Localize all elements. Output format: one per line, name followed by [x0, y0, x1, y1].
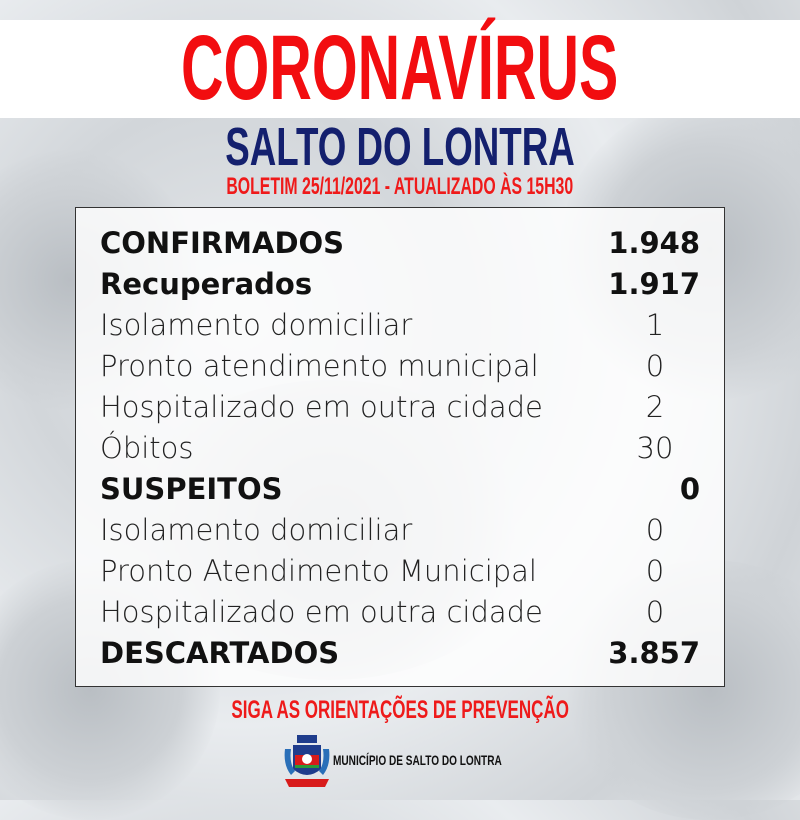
stats-table: CONFIRMADOS 1.948 Recuperados 1.917 Isolamen…: [75, 207, 725, 687]
municipal-coat-of-arms-icon: [284, 735, 330, 787]
stat-row: CONFIRMADOS 1.948: [100, 223, 700, 263]
stat-value: 1.917: [608, 267, 700, 301]
stat-value: 3.857: [608, 636, 700, 670]
stat-label: CONFIRMADOS: [100, 226, 345, 260]
stat-value: 1: [645, 308, 665, 342]
stat-row: Pronto atendimento municipal 0: [100, 346, 700, 386]
stat-row: Isolamento domiciliar 0: [100, 510, 700, 550]
stat-label: Pronto atendimento municipal: [100, 349, 539, 383]
stat-value: 0: [679, 472, 700, 506]
stat-value: 2: [645, 390, 665, 424]
stat-value: 0: [645, 513, 665, 547]
stat-label: Hospitalizado em outra cidade: [100, 595, 543, 629]
title-band: [0, 20, 800, 118]
stat-row: Óbitos 30: [100, 428, 700, 468]
stat-label: Isolamento domiciliar: [100, 513, 413, 547]
stat-row: Hospitalizado em outra cidade 2: [100, 387, 700, 427]
page-title: CORONAVÍRUS: [181, 17, 619, 119]
stat-value: 0: [645, 595, 665, 629]
stat-label: Pronto Atendimento Municipal: [100, 554, 537, 588]
stat-row: DESCARTADOS 3.857: [100, 633, 700, 673]
stat-label: Óbitos: [100, 431, 194, 465]
stat-label: SUSPEITOS: [100, 472, 283, 506]
stat-value: 30: [636, 431, 674, 465]
stat-value: 1.948: [608, 226, 700, 260]
stat-label: Isolamento domiciliar: [100, 308, 413, 342]
stat-row: Hospitalizado em outra cidade 0: [100, 592, 700, 632]
stat-row: SUSPEITOS 0: [100, 469, 700, 509]
prevention-message: SIGA AS ORIENTAÇÕES DE PREVENÇÃO: [231, 696, 569, 724]
stat-value: 0: [645, 554, 665, 588]
stat-label: Recuperados: [100, 267, 313, 301]
stat-row: Recuperados 1.917: [100, 264, 700, 304]
municipality-name: MUNICÍPIO DE SALTO DO LONTRA: [333, 752, 502, 768]
stat-row: Pronto Atendimento Municipal 0: [100, 551, 700, 591]
stat-value: 0: [645, 349, 665, 383]
city-name: SALTO DO LONTRA: [225, 117, 575, 177]
bulletin-date: BOLETIM 25/11/2021 - ATUALIZADO ÀS 15H30: [226, 173, 574, 200]
stat-row: Isolamento domiciliar 1: [100, 305, 700, 345]
stat-label: Hospitalizado em outra cidade: [100, 390, 543, 424]
stat-label: DESCARTADOS: [100, 636, 340, 670]
